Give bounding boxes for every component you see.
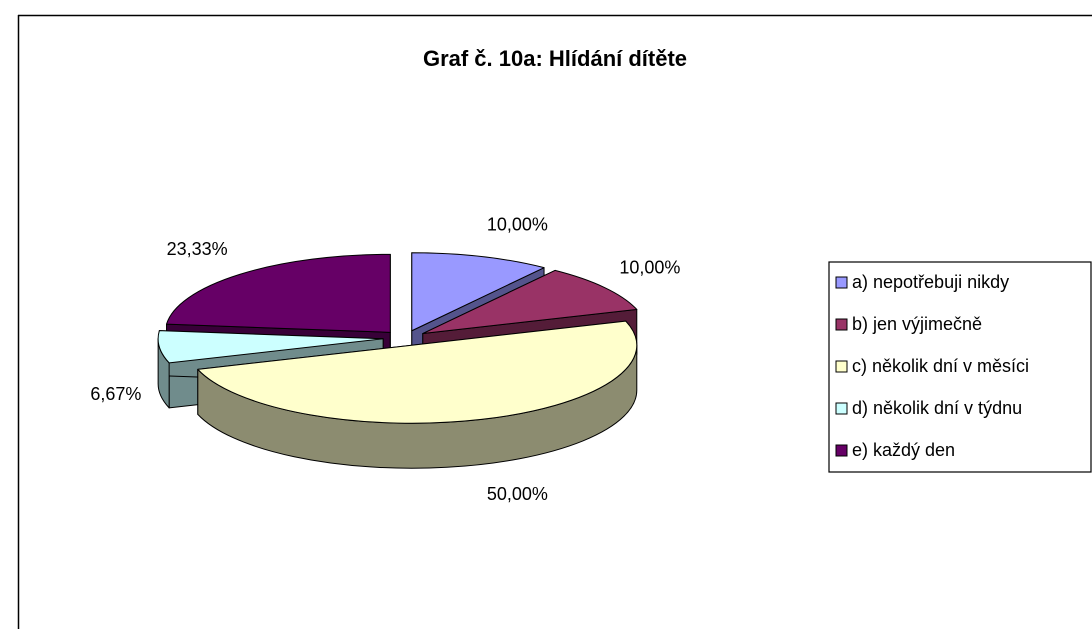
legend-label: a) nepotřebuji nikdy bbox=[852, 272, 1009, 292]
legend-swatch bbox=[835, 318, 848, 331]
legend-swatch bbox=[835, 360, 848, 373]
chart-title: Graf č. 10a: Hlídání dítěte bbox=[423, 46, 687, 71]
legend-box bbox=[828, 261, 1092, 473]
legend-label: e) každý den bbox=[852, 440, 955, 460]
slice bbox=[197, 320, 638, 424]
legend-swatch bbox=[835, 276, 848, 289]
slice bbox=[411, 252, 545, 332]
legend-swatch bbox=[835, 444, 848, 457]
slice bbox=[157, 330, 384, 364]
data-label: 10,00% bbox=[619, 257, 680, 277]
legend-label: b) jen výjimečně bbox=[852, 314, 982, 334]
data-label: 6,67% bbox=[90, 384, 141, 404]
data-label: 50,00% bbox=[487, 484, 548, 504]
legend-swatch bbox=[835, 402, 848, 415]
slice bbox=[422, 269, 638, 335]
legend-label: d) několik dní v týdnu bbox=[852, 398, 1022, 418]
legend-label: c) několik dní v měsíci bbox=[852, 356, 1029, 376]
data-label: 10,00% bbox=[487, 215, 548, 235]
slice bbox=[166, 253, 391, 333]
data-label: 23,33% bbox=[167, 239, 228, 259]
